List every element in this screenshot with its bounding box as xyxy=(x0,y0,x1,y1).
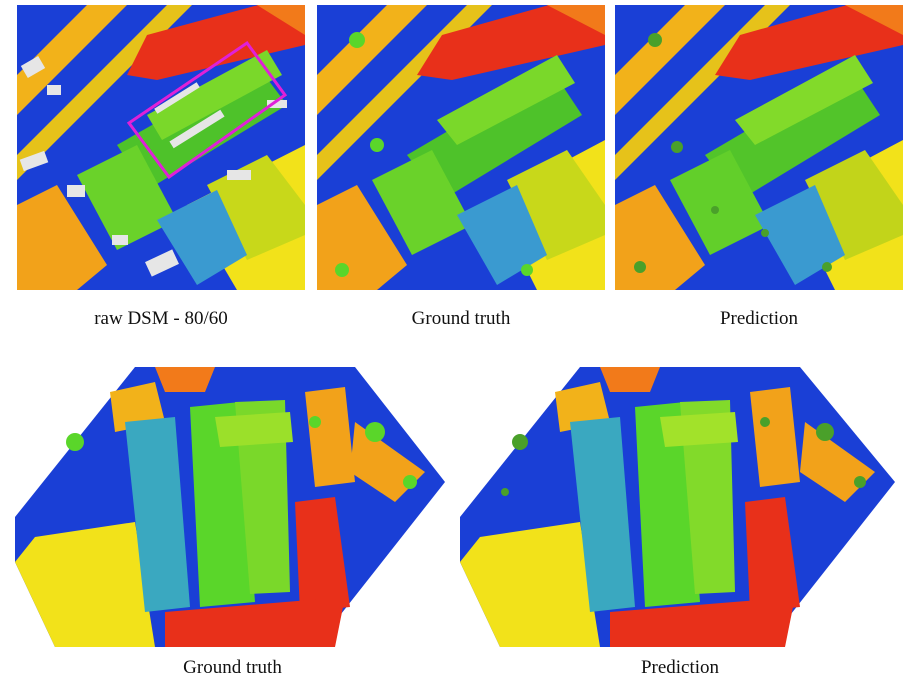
ground-truth-3d-image xyxy=(15,367,445,647)
ground-truth-top-image xyxy=(317,5,605,290)
prediction-3d-image xyxy=(460,367,895,647)
prediction-top-panel xyxy=(615,5,903,290)
raw-dsm-image xyxy=(17,5,305,290)
prediction-3d-panel xyxy=(460,362,900,652)
ground-truth-top-panel xyxy=(317,5,605,290)
caption-ground-truth-top: Ground truth xyxy=(411,308,511,329)
highlight-box xyxy=(126,40,288,180)
caption-prediction-bottom: Prediction xyxy=(640,657,720,678)
prediction-top-image xyxy=(615,5,903,290)
caption-raw-dsm: raw DSM - 80/60 xyxy=(94,308,228,329)
caption-prediction-top: Prediction xyxy=(719,308,799,329)
caption-ground-truth-bottom: Ground truth xyxy=(183,657,282,678)
raw-dsm-panel xyxy=(17,5,305,290)
ground-truth-3d-panel xyxy=(15,362,450,652)
